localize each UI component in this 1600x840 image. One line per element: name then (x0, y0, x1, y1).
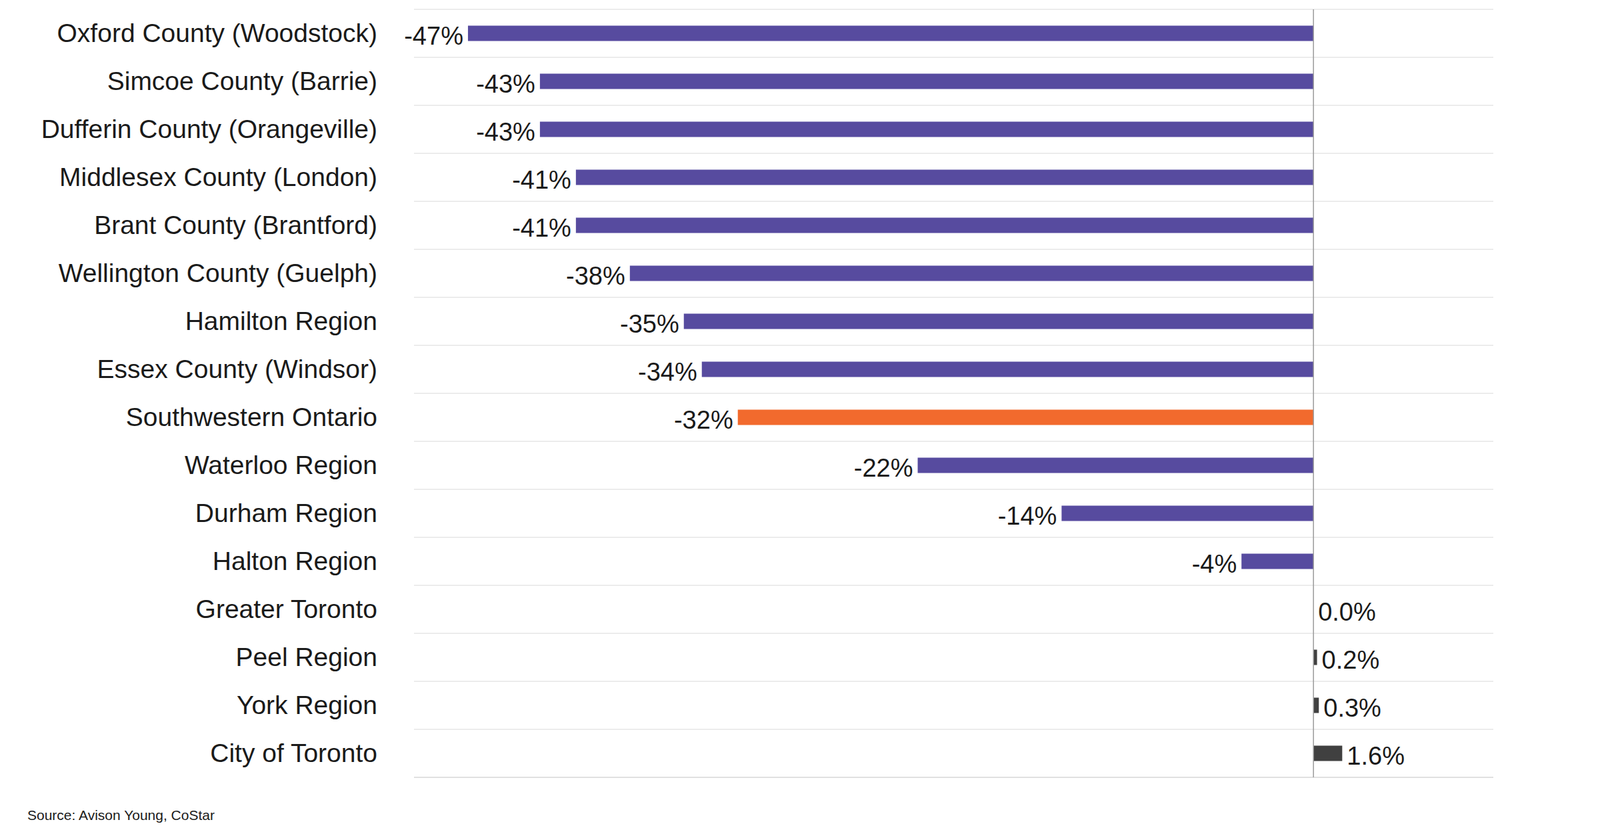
category-label: Middlesex County (London) (59, 162, 378, 192)
bar (1241, 554, 1314, 570)
data-label: -43% (476, 70, 536, 98)
bar (1313, 698, 1319, 714)
bar (540, 74, 1314, 90)
row-grid-line (414, 584, 1494, 586)
category-label: Oxford County (Woodstock) (57, 18, 378, 48)
x-axis-line (414, 776, 1494, 778)
bar (738, 410, 1314, 426)
row-grid-line (414, 344, 1494, 346)
category-label: Greater Toronto (196, 594, 378, 624)
bar (468, 26, 1314, 42)
bar (540, 122, 1314, 138)
bar (1313, 746, 1342, 762)
data-label: 1.6% (1346, 742, 1405, 770)
row-grid-line (414, 200, 1494, 202)
row-grid-line (414, 440, 1494, 442)
bar (1061, 506, 1314, 522)
row-grid-line (414, 104, 1494, 106)
category-label: City of Toronto (210, 738, 378, 768)
data-label: -41% (512, 166, 572, 194)
row-grid-line (414, 392, 1494, 394)
data-label: -35% (620, 310, 680, 338)
row-grid-line (414, 248, 1494, 250)
source-note: Source: Avison Young, CoStar (27, 807, 215, 823)
bar (630, 266, 1314, 282)
row-grid-line (414, 152, 1494, 154)
data-label: 0.2% (1322, 646, 1380, 674)
category-label: Peel Region (236, 642, 378, 672)
zero-line (1312, 9, 1314, 778)
category-label: Durham Region (195, 498, 378, 528)
data-label: 0.3% (1323, 694, 1382, 722)
category-label: Hamilton Region (185, 306, 378, 336)
row-grid-line (414, 536, 1494, 538)
data-label: -22% (854, 454, 914, 482)
row-grid-line (414, 488, 1494, 490)
data-label: -4% (1192, 550, 1238, 578)
category-label: York Region (236, 690, 378, 720)
data-label: -32% (674, 406, 734, 434)
category-label: Simcoe County (Barrie) (107, 66, 378, 96)
category-label: Halton Region (212, 546, 378, 576)
category-label: Essex County (Windsor) (97, 354, 378, 384)
bar (576, 218, 1314, 234)
bar (576, 170, 1314, 186)
data-label: -43% (476, 118, 536, 146)
data-label: -47% (404, 22, 464, 50)
row-grid-line (414, 296, 1494, 298)
data-label: -38% (566, 262, 626, 290)
category-label: Wellington County (Guelph) (58, 258, 378, 288)
data-label: -34% (638, 358, 698, 386)
bars (468, 26, 1342, 762)
row-grid-line (414, 680, 1494, 682)
category-label: Brant County (Brantford) (94, 210, 378, 240)
row-grid-line (414, 632, 1494, 634)
row-grid-line (414, 728, 1494, 730)
row-grid-line (414, 776, 1494, 778)
row-grid-line (414, 56, 1494, 58)
data-label: -41% (512, 214, 572, 242)
data-label: -14% (998, 502, 1058, 530)
bar (684, 314, 1314, 330)
category-label: Dufferin County (Orangeville) (41, 114, 378, 144)
category-label: Southwestern Ontario (126, 402, 378, 432)
data-label: 0.0% (1318, 598, 1376, 626)
category-label: Waterloo Region (184, 450, 378, 480)
bar (702, 362, 1314, 378)
bar (918, 458, 1314, 474)
chart: Oxford County (Woodstock) -47% Simcoe Coun… (0, 0, 1600, 840)
bar (1313, 650, 1317, 666)
row-grid-line (414, 8, 1494, 10)
